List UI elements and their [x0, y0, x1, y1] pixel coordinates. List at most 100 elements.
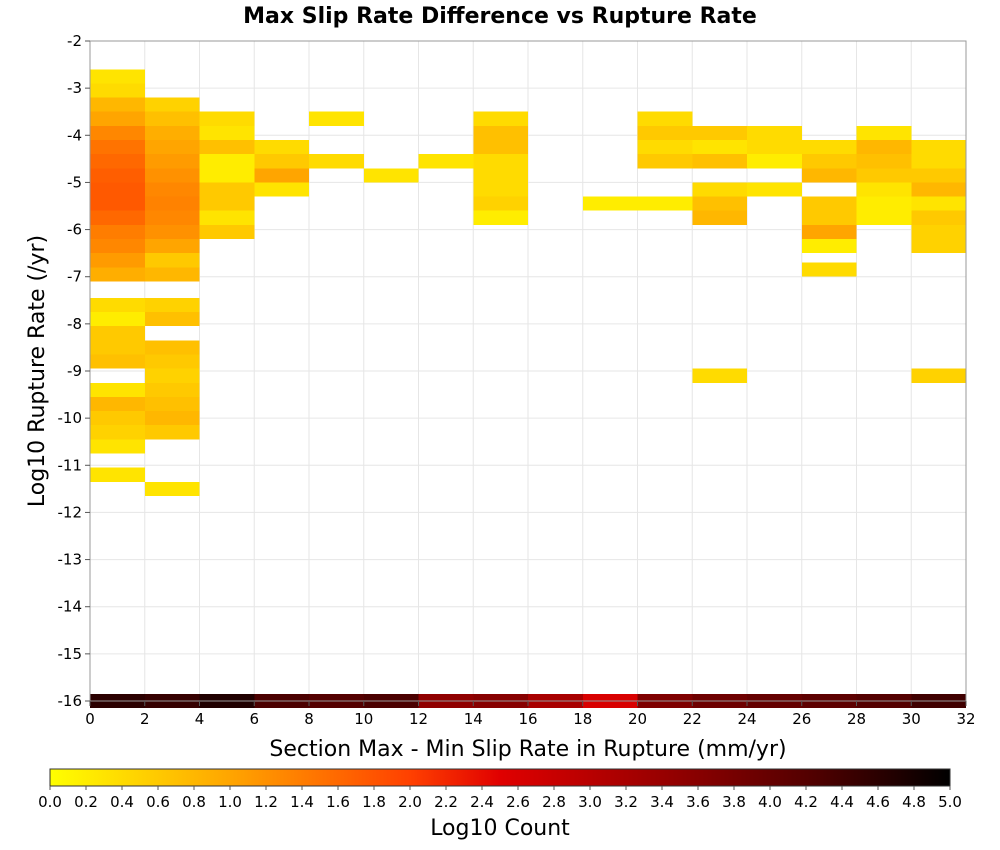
heatmap-cell [363, 168, 419, 183]
colorbar-tick-label: 1.0 [218, 793, 242, 811]
heatmap-cell [90, 196, 145, 211]
colorbar-tick-label: 0.4 [110, 793, 134, 811]
heatmap-cell [637, 111, 693, 126]
heatmap-cell [90, 411, 145, 426]
heatmap-cell [90, 267, 145, 282]
heatmap-cell [90, 210, 145, 225]
heatmap-cell [144, 168, 200, 183]
heatmap-cell [801, 210, 857, 225]
x-tick-label: 10 [354, 710, 373, 728]
heatmap-cell [144, 354, 200, 369]
heatmap-cell [199, 168, 255, 183]
heatmap-cell [692, 154, 747, 169]
heatmap-cell [309, 111, 364, 126]
heatmap-cell [90, 253, 145, 268]
y-tick-label: -14 [58, 598, 83, 616]
y-tick-label: -5 [67, 173, 82, 191]
colorbar-ticks: 0.0 0.2 0.4 0.6 0.8 1.0 1.2 1.4 1.6 1.8 2.0 2.2 2.4 2… [38, 786, 962, 811]
heatmap-cell [144, 425, 200, 440]
heatmap-cell [856, 182, 912, 197]
x-tick-label: 0 [85, 710, 95, 728]
heatmap-cell [144, 224, 200, 239]
colorbar-tick-label: 4.4 [830, 793, 854, 811]
colorbar-tick-label: 4.8 [902, 793, 926, 811]
heatmap-cell [199, 182, 255, 197]
heatmap-cell [911, 368, 966, 383]
heatmap-cell [692, 182, 747, 197]
x-tick-label: 32 [956, 710, 975, 728]
heatmap-cell [144, 239, 200, 254]
y-tick-label: -16 [58, 692, 83, 710]
heatmap-cell [254, 154, 309, 169]
x-tick-label: 28 [847, 710, 866, 728]
heatmap-cell [473, 125, 528, 140]
y-tick-label: -12 [58, 503, 83, 521]
heatmap-cell [747, 125, 802, 140]
x-axis-label: Section Max - Min Slip Rate in Rupture (… [269, 737, 786, 762]
y-tick-label: -15 [58, 645, 83, 663]
heatmap-cell [90, 140, 145, 155]
heatmap-cell [747, 182, 802, 197]
x-tick-label: 24 [737, 710, 756, 728]
colorbar-tick-label: 2.8 [542, 793, 566, 811]
heatmap-cell [418, 154, 474, 169]
y-tick-label: -11 [58, 456, 83, 474]
heatmap-cell [911, 210, 966, 225]
heatmap-cell [144, 210, 200, 225]
heatmap-cell [144, 97, 200, 112]
colorbar-tick-label: 0.8 [182, 793, 206, 811]
colorbar-tick-label: 1.6 [326, 793, 350, 811]
heatmap-cell [90, 111, 145, 126]
colorbar-tick-label: 4.2 [794, 793, 818, 811]
heatmap-cell [637, 125, 693, 140]
heatmap-cell [801, 262, 857, 277]
heatmap-cell [747, 140, 802, 155]
heatmap-cell [692, 368, 747, 383]
heatmap-cell [856, 210, 912, 225]
y-tick-label: -8 [67, 315, 82, 333]
heatmap-cell [911, 224, 966, 239]
y-tick-label: -3 [67, 79, 82, 97]
heatmap-cell [199, 210, 255, 225]
heatmap-cells [90, 69, 966, 709]
heatmap-cell [637, 154, 693, 169]
heatmap-cell [473, 210, 528, 225]
heatmap-cell [911, 239, 966, 254]
colorbar-tick-label: 2.0 [398, 793, 422, 811]
colorbar-tick-label: 3.8 [722, 793, 746, 811]
heatmap-cell [90, 168, 145, 183]
colorbar-tick-label: 3.2 [614, 793, 638, 811]
heatmap-cell [801, 168, 857, 183]
heatmap-cell [692, 140, 747, 155]
heatmap-cell [856, 154, 912, 169]
heatmap-cell [254, 168, 309, 183]
colorbar-tick-label: 4.6 [866, 793, 890, 811]
y-tick-label: -13 [58, 551, 83, 569]
heatmap-cell [692, 196, 747, 211]
heatmap-cell [144, 196, 200, 211]
heatmap-cell [254, 140, 309, 155]
heatmap-cell [911, 168, 966, 183]
x-axis-ticks: 0 2 4 6 8 10 12 14 16 18 20 22 24 26 28 30 32 [85, 701, 976, 728]
heatmap-cell [911, 196, 966, 211]
heatmap-cell [582, 196, 638, 211]
colorbar-tick-label: 0.2 [74, 793, 98, 811]
heatmap-cell [473, 196, 528, 211]
heatmap-cell [801, 140, 857, 155]
heatmap-cell [90, 239, 145, 254]
heatmap-cell [90, 340, 145, 355]
heatmap-cell [90, 467, 145, 482]
heatmap-cell [747, 154, 802, 169]
heatmap-cell [144, 382, 200, 397]
heatmap-cell [90, 382, 145, 397]
heatmap-cell [801, 154, 857, 169]
heatmap-cell [144, 140, 200, 155]
y-tick-label: -7 [67, 268, 82, 286]
y-tick-label: -2 [67, 32, 82, 50]
heatmap-cell [911, 182, 966, 197]
colorbar-tick-label: 0.0 [38, 793, 62, 811]
heatmap-cell [144, 411, 200, 426]
heatmap-cell [856, 140, 912, 155]
x-tick-label: 22 [683, 710, 702, 728]
heatmap-cell [254, 182, 309, 197]
